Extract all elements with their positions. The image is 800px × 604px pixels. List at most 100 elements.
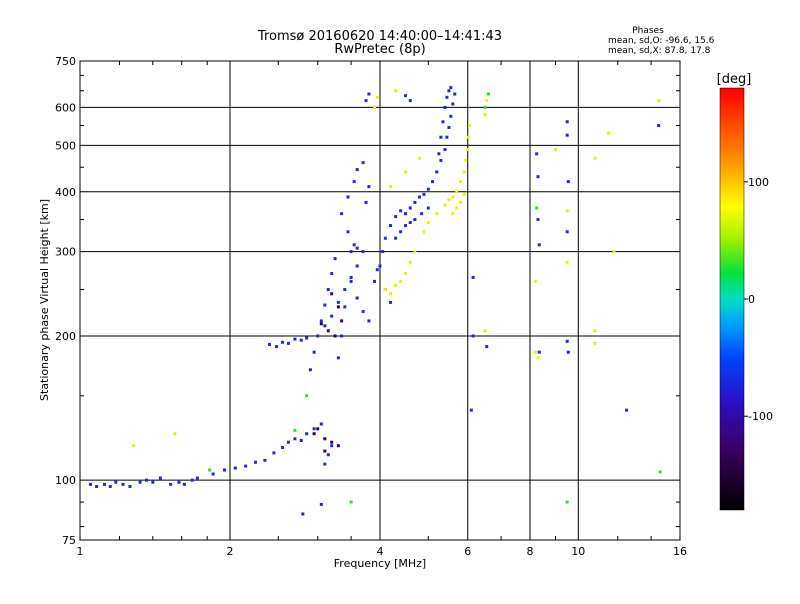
data-point [299,338,303,342]
data-point [343,305,347,309]
data-point [361,309,365,313]
data-point [403,224,407,228]
data-point [375,95,379,99]
data-point [195,476,199,480]
data-point [333,257,337,261]
data-point [399,230,403,234]
x-tick-label: 2 [227,545,234,558]
data-point [486,92,490,96]
data-point [537,243,541,247]
data-point [361,161,365,165]
data-point [211,472,215,476]
data-point [308,368,312,372]
data-point [319,322,323,326]
data-point [323,437,327,441]
data-point [340,319,344,323]
data-point [336,300,340,304]
data-point [355,264,359,268]
data-point [182,482,186,486]
data-point [468,124,472,128]
data-point [151,480,155,484]
data-point [114,480,118,484]
data-point [158,476,162,480]
data-point [471,334,475,338]
phase-stats-heading: Phases [632,26,664,36]
data-point [403,94,407,98]
data-point [657,99,661,103]
data-point [536,356,540,360]
data-point [330,314,334,318]
data-point [435,170,439,174]
data-point [389,185,393,189]
data-point [464,158,468,162]
data-point [323,449,327,453]
data-point [612,250,616,254]
data-point [208,468,212,472]
data-point [330,272,334,276]
data-point [346,230,350,234]
data-point [447,89,451,93]
data-point [607,131,611,135]
data-point [413,250,417,254]
colorbar-tick-label: -100 [748,410,773,423]
data-point [566,180,570,184]
chart-subtitle: RwPretec (8p) [334,42,425,57]
data-point [330,292,334,296]
data-point [349,500,353,504]
data-point [394,236,398,240]
x-tick-label: 16 [673,545,687,558]
data-point [364,200,368,204]
data-point [449,86,453,90]
data-point [417,156,421,160]
data-point [408,221,412,225]
data-point [286,341,290,345]
data-point [138,480,142,484]
data-point [336,444,340,448]
data-point [536,175,540,179]
data-point [128,484,132,488]
y-tick-label: 600 [55,101,76,114]
data-point [131,444,135,448]
data-point [535,206,539,210]
data-point [389,292,393,296]
data-point [566,350,570,354]
data-point [293,428,297,432]
data-point [535,152,539,156]
data-point [293,337,297,341]
data-point [367,185,371,189]
phase-stats-x: mean, sd,X: 87.8, 17.8 [608,46,711,56]
data-point [441,120,445,124]
data-point [299,439,303,443]
y-axis-label: Stationary phase Virtual Height [km] [38,199,51,401]
data-point [426,221,430,225]
data-point [394,283,398,287]
data-point [537,350,541,354]
data-point [458,200,462,204]
data-point [352,180,356,184]
colorbar-label: [deg] [717,72,752,87]
data-point [458,180,462,184]
data-point [349,279,353,283]
data-point [319,422,323,426]
data-point [281,445,285,449]
axis-layer: 1 2 4 6 8 10 16 75 100 200 300 400 500 600 750 [55,55,687,558]
data-points [89,86,662,516]
data-point [447,198,451,202]
data-point [95,484,99,488]
data-point [349,250,353,254]
colorbar-tick-label: 100 [748,176,769,189]
data-point [439,158,443,162]
data-point [373,105,377,109]
grid-layer [80,61,680,540]
data-point [408,206,412,210]
data-point [223,468,227,472]
data-point [352,243,356,247]
data-point [108,484,112,488]
data-point [408,260,412,264]
data-point [469,408,473,412]
data-point [565,209,569,213]
data-point [403,272,407,276]
data-point [536,218,540,222]
